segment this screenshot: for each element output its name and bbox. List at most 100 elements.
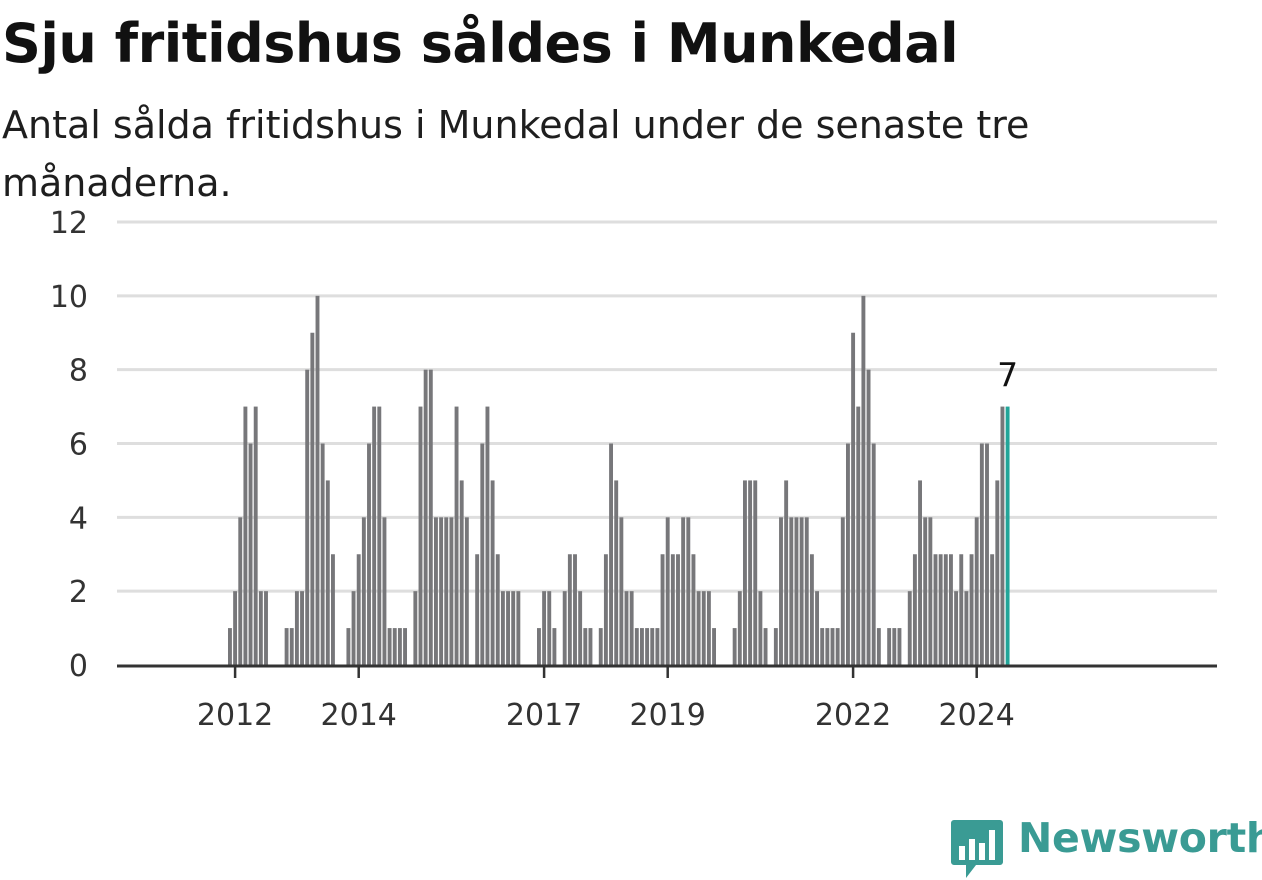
bar [542,591,547,665]
bar [562,591,567,665]
bar [264,591,268,665]
bar [938,554,943,665]
bar [856,406,861,665]
bar [573,554,577,665]
bar-highlighted [1005,406,1010,665]
bar [660,554,665,665]
bar [784,480,789,665]
bar [912,554,917,665]
x-axis-ticks: 2012 2014 2017 2019 2022 2024 [197,666,1015,733]
bar [300,591,304,665]
bar [645,628,650,665]
bar [866,369,871,665]
bar [583,628,588,665]
bar [969,554,974,665]
bar [356,554,361,665]
bar [887,628,892,665]
bar [918,480,922,665]
bar [933,554,938,665]
bar [346,628,351,665]
bar [598,628,603,665]
x-tick-label-2012: 2012 [197,698,273,733]
y-tick-label-10: 10 [50,280,88,315]
bar [500,591,505,665]
bar [773,628,778,665]
bar [428,369,433,665]
bar [943,554,948,665]
bar [444,517,449,665]
bar [990,554,995,665]
bar [403,628,407,665]
bar [732,628,737,665]
bar [578,591,583,665]
bar [490,480,495,665]
chart-title: Sju fritidshus såldes i Munkedal [2,12,959,75]
bar [979,443,984,665]
highlight-value-label: 7 [997,356,1018,395]
bar [815,591,819,665]
bar [743,480,747,665]
bar [624,591,629,665]
bar [413,591,418,665]
bar [305,369,310,665]
y-tick-label-12: 12 [50,206,88,241]
bar [949,554,953,665]
bar [804,517,809,665]
bar [1000,406,1005,665]
bar [758,591,763,665]
bar [985,443,989,665]
bar [701,591,706,665]
bar [820,628,825,665]
bar [954,591,959,665]
y-tick-label-2: 2 [69,575,88,610]
bar [650,628,655,665]
x-tick-label-2024: 2024 [939,698,1015,733]
bar [361,517,366,665]
bar [377,406,382,665]
x-tick-label-2014: 2014 [321,698,397,733]
gridlines [117,220,1217,593]
bar [480,443,485,665]
bar [258,591,263,665]
bar [846,443,850,665]
bar [331,554,335,665]
bar [686,517,691,665]
newsworthy-logo-icon [951,820,1003,878]
bar [238,517,243,665]
bar [351,591,356,665]
bar [454,406,459,665]
bar [995,480,1000,665]
bar [397,628,402,665]
bar [835,628,840,665]
bar [670,554,675,665]
bar [871,443,876,665]
bar [506,591,510,665]
bar [851,332,856,665]
bar [619,517,624,665]
y-tick-label-6: 6 [69,428,88,463]
bar [537,628,541,665]
bar [794,517,799,665]
bar [516,591,521,665]
bar [459,480,464,665]
bar [449,517,454,665]
x-tick-label-2022: 2022 [815,698,891,733]
bar [789,517,794,665]
bar [315,295,320,665]
newsworthy-wordmark: Newsworthy [1018,814,1262,862]
bar [439,517,444,665]
bar [825,628,830,665]
bar [547,591,552,665]
bar [763,628,768,665]
bar [284,628,289,665]
bar [248,443,253,665]
bar [511,591,516,665]
bar [233,591,238,665]
bar [294,591,299,665]
bar [779,517,783,665]
y-tick-label-0: 0 [69,649,88,684]
bar [681,517,686,665]
bar [609,443,613,665]
bar [603,554,608,665]
bar [640,628,644,665]
